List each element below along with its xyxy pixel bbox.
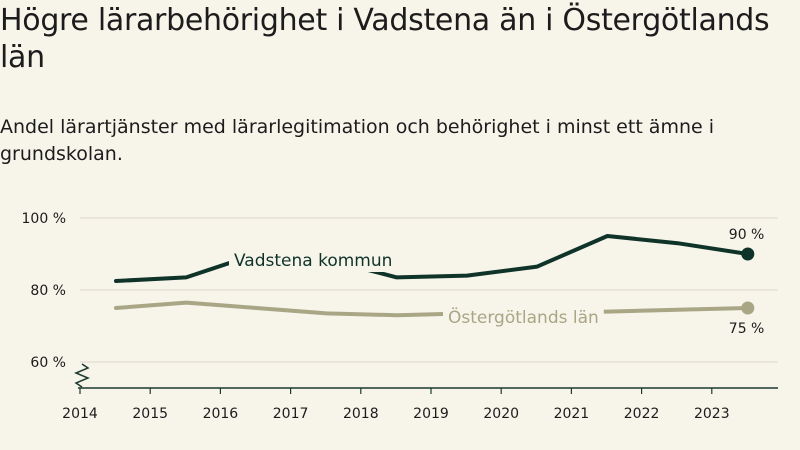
y-tick-label: 80 % (30, 283, 66, 299)
x-tick-label: 2014 (62, 406, 98, 422)
y-tick-label: 60 % (30, 355, 66, 371)
x-axis (74, 363, 778, 389)
axis-break-icon (74, 363, 90, 388)
series-name: Östergötlands län (448, 306, 599, 328)
end-value-label-lan: 75 % (729, 321, 765, 337)
series-label-vadstena: Vadstena kommun (229, 250, 398, 272)
y-axis-ticks: 60 % 80 % 100 % (22, 211, 66, 371)
series-line-vadstena (114, 234, 750, 283)
x-tick-label: 2019 (413, 406, 449, 422)
x-axis-ticks: 2014 2015 2016 2017 2018 2019 2020 2021 2022 2023 (62, 388, 730, 422)
series-line-lan (114, 300, 750, 318)
x-tick-label: 2023 (694, 406, 730, 422)
x-tick-label: 2021 (554, 406, 590, 422)
data-point-vadstena (741, 247, 755, 261)
x-tick-label: 2022 (624, 406, 660, 422)
chart-title: Högre lärarbehörighet i Vadstena än i Ös… (0, 3, 770, 75)
chart-subtitle: Andel lärartjänster med lärarlegitimatio… (0, 116, 715, 165)
end-value-label-vadstena: 90 % (729, 227, 765, 243)
x-tick-label: 2020 (483, 406, 519, 422)
x-tick-label: 2017 (273, 406, 309, 422)
series (114, 234, 755, 318)
x-tick-label: 2016 (203, 406, 239, 422)
series-labels: Vadstena kommun Östergötlands län 90 % 75 % (229, 227, 764, 337)
label-backdrop (443, 305, 604, 329)
series-name: Vadstena kommun (234, 251, 392, 271)
x-tick-label: 2018 (343, 406, 379, 422)
x-tick-label: 2015 (132, 406, 168, 422)
gridlines (80, 217, 778, 363)
y-tick-label: 100 % (22, 211, 66, 227)
data-point-lan (741, 301, 755, 315)
series-label-lan: Östergötlands län (443, 305, 604, 329)
label-backdrop (229, 250, 398, 272)
